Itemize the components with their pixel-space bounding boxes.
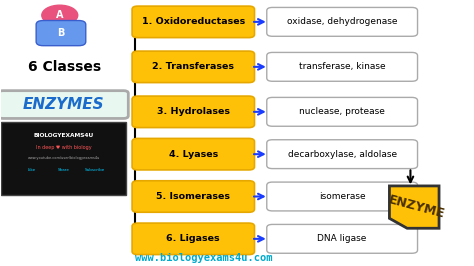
Text: www.biologyexams4u.com: www.biologyexams4u.com	[135, 253, 273, 263]
Text: ENZYMES: ENZYMES	[23, 97, 104, 112]
Text: 1. Oxidoreductases: 1. Oxidoreductases	[142, 17, 245, 26]
Circle shape	[42, 5, 78, 25]
FancyBboxPatch shape	[132, 96, 255, 128]
Text: A: A	[56, 10, 64, 20]
Text: transferase, kinase: transferase, kinase	[299, 62, 385, 71]
FancyBboxPatch shape	[132, 181, 255, 212]
Polygon shape	[390, 186, 439, 228]
FancyBboxPatch shape	[267, 140, 418, 169]
Text: ENZYME: ENZYME	[387, 193, 446, 221]
FancyBboxPatch shape	[267, 182, 418, 211]
FancyBboxPatch shape	[132, 51, 255, 82]
FancyBboxPatch shape	[267, 7, 418, 36]
Text: Like: Like	[27, 168, 36, 172]
Text: www.youtube.com/user/biologyexams4u: www.youtube.com/user/biologyexams4u	[27, 156, 100, 160]
FancyBboxPatch shape	[132, 6, 255, 38]
FancyBboxPatch shape	[0, 122, 126, 195]
Text: isomerase: isomerase	[319, 192, 365, 201]
Text: 6. Ligases: 6. Ligases	[166, 234, 220, 243]
Text: BIOLOGYEXAMS4U: BIOLOGYEXAMS4U	[34, 133, 94, 138]
Text: Subscribe: Subscribe	[85, 168, 105, 172]
FancyBboxPatch shape	[36, 20, 86, 46]
Text: Share: Share	[58, 168, 70, 172]
FancyBboxPatch shape	[267, 225, 418, 253]
Text: nuclease, protease: nuclease, protease	[299, 107, 385, 116]
Text: 2. Transferases: 2. Transferases	[152, 62, 234, 71]
Text: DNA ligase: DNA ligase	[318, 234, 367, 243]
Text: 3. Hydrolases: 3. Hydrolases	[157, 107, 230, 116]
Text: 6 Classes: 6 Classes	[28, 60, 101, 74]
FancyBboxPatch shape	[267, 97, 418, 126]
Text: B: B	[57, 28, 64, 38]
Text: oxidase, dehydrogenase: oxidase, dehydrogenase	[287, 17, 397, 26]
Text: In deep ♥ with biology: In deep ♥ with biology	[36, 145, 91, 150]
FancyBboxPatch shape	[132, 223, 255, 255]
FancyBboxPatch shape	[132, 138, 255, 170]
FancyBboxPatch shape	[267, 52, 418, 81]
Text: 5. Isomerases: 5. Isomerases	[156, 192, 230, 201]
Text: decarboxylase, aldolase: decarboxylase, aldolase	[288, 150, 397, 159]
FancyBboxPatch shape	[0, 91, 128, 118]
Text: 4. Lyases: 4. Lyases	[169, 150, 218, 159]
